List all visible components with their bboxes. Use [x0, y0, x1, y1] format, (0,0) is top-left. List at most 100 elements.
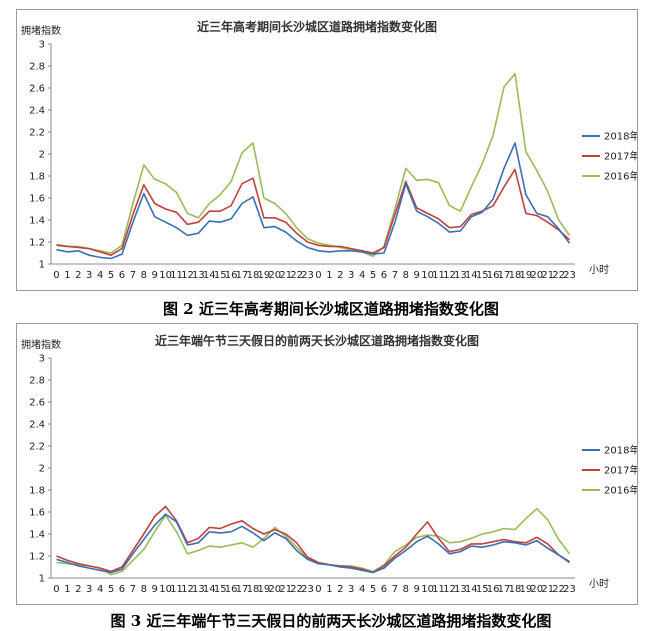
x-tick-label: 2 [75, 270, 81, 281]
x-tick-label: 14 [203, 270, 216, 281]
x-tick-label: 10 [421, 270, 434, 281]
x-tick-label: 0 [315, 270, 321, 281]
x-tick-label: 10 [159, 584, 172, 595]
x-tick-label: 13 [192, 584, 205, 595]
y-tick-label: 2.6 [29, 398, 45, 409]
x-tick-label: 10 [159, 270, 172, 281]
x-tick-label: 9 [152, 270, 158, 281]
x-tick-label: 15 [476, 584, 489, 595]
x-tick-label: 16 [487, 584, 500, 595]
x-tick-label: 15 [214, 584, 227, 595]
x-tick-label: 8 [403, 270, 409, 281]
x-tick-label: 20 [268, 584, 281, 595]
chart-gaokao: 近三年高考期间长沙城区道路拥堵指数变化图 拥堵指数 1 1.2 1.4 1.6 1.8 2 2.… [21, 19, 637, 281]
x-tick-label: 17 [236, 270, 249, 281]
x-tick-label: 15 [476, 270, 489, 281]
x-tick-label: 6 [119, 270, 125, 281]
x-tick-label: 9 [152, 584, 158, 595]
x-tick-label: 20 [530, 270, 543, 281]
x-tick-label: 22 [552, 270, 565, 281]
x-tick-label: 23 [301, 270, 314, 281]
x-tick-label: 13 [454, 584, 467, 595]
y-tick-label: 1.6 [29, 194, 45, 205]
x-tick-label: 12 [443, 270, 456, 281]
x-tick-label: 12 [443, 584, 456, 595]
chart-duanwu: 近三年端午节三天假日的前两天长沙城区道路拥堵指数变化图 拥堵指数 1 1.2 1.4 1.… [21, 333, 637, 595]
x-tick-label: 4 [97, 584, 103, 595]
x-tick-label: 12 [181, 270, 194, 281]
legend-label: 2016年 [604, 170, 637, 183]
x-tick-label: 21 [279, 584, 292, 595]
x-tick-label: 8 [403, 584, 409, 595]
x-tick-label: 3 [86, 270, 92, 281]
x-axis-label: 小时 [589, 264, 609, 276]
figure-caption-3: 图 3 近三年端午节三天假日的前两天长沙城区道路拥堵指数变化图 [110, 612, 552, 630]
x-tick-label: 7 [392, 584, 398, 595]
x-tick-label: 5 [370, 584, 376, 595]
x-tick-label: 5 [108, 270, 114, 281]
x-tick-label: 17 [236, 584, 249, 595]
legend-label: 2018年 [604, 130, 637, 143]
x-tick-label: 6 [381, 584, 387, 595]
x-tick-label: 1 [64, 584, 70, 595]
x-tick-label: 19 [520, 270, 533, 281]
x-tick-label: 7 [392, 270, 398, 281]
x-tick-label: 16 [487, 270, 500, 281]
x-tick-label: 14 [203, 584, 216, 595]
x-tick-label: 11 [432, 584, 445, 595]
x-tick-label: 5 [370, 270, 376, 281]
legend-label: 2017年 [604, 150, 637, 163]
chart-panel-gaokao: 近三年高考期间长沙城区道路拥堵指数变化图 拥堵指数 1 1.2 1.4 1.6 1.8 2 2.… [16, 9, 638, 291]
y-tick-label: 2.2 [29, 442, 45, 453]
x-tick-label: 0 [315, 584, 321, 595]
series-line-2016 [56, 72, 571, 258]
x-tick-label: 23 [563, 584, 576, 595]
y-tick-label: 2.2 [29, 128, 45, 139]
x-tick-label: 16 [225, 270, 238, 281]
x-tick-label: 21 [541, 584, 554, 595]
y-tick-label: 1.8 [29, 172, 45, 183]
y-tick-label: 2.8 [29, 62, 45, 73]
x-tick-label: 19 [258, 270, 271, 281]
x-tick-label: 17 [498, 584, 511, 595]
x-tick-label: 2 [337, 270, 343, 281]
x-tick-label: 17 [498, 270, 511, 281]
x-tick-label: 1 [326, 584, 332, 595]
y-tick-label: 1 [39, 260, 45, 271]
x-tick-label: 8 [141, 584, 147, 595]
x-tick-label: 16 [225, 584, 238, 595]
x-tick-label: 0 [53, 270, 59, 281]
y-tick-label: 3 [39, 40, 45, 51]
x-tick-label: 3 [86, 584, 92, 595]
x-tick-label: 9 [414, 584, 420, 595]
x-tick-label: 21 [541, 270, 554, 281]
y-tick-label: 2.4 [29, 420, 45, 431]
x-tick-label: 20 [530, 584, 543, 595]
chart-title: 近三年高考期间长沙城区道路拥堵指数变化图 [197, 19, 437, 34]
x-tick-label: 19 [520, 584, 533, 595]
x-tick-label: 8 [141, 270, 147, 281]
x-tick-label: 22 [552, 584, 565, 595]
x-tick-label: 3 [348, 270, 354, 281]
x-tick-label: 21 [279, 270, 292, 281]
x-tick-label: 7 [130, 584, 136, 595]
x-tick-label: 4 [97, 270, 103, 281]
x-tick-label: 12 [181, 584, 194, 595]
legend-label: 2017年 [604, 464, 637, 477]
x-tick-label: 18 [509, 270, 522, 281]
series-line-2017 [56, 505, 570, 574]
x-tick-label: 11 [432, 270, 445, 281]
x-tick-label: 6 [381, 270, 387, 281]
x-tick-label: 2 [337, 584, 343, 595]
x-tick-label: 18 [509, 584, 522, 595]
y-tick-label: 1.2 [29, 238, 45, 249]
y-axis-label: 拥堵指数 [21, 24, 61, 37]
y-tick-label: 2.4 [29, 106, 45, 117]
x-tick-label: 20 [268, 270, 281, 281]
x-tick-label: 9 [414, 270, 420, 281]
x-tick-label: 1 [64, 270, 70, 281]
series-line-2018 [56, 142, 571, 260]
y-tick-label: 1.2 [29, 552, 45, 563]
x-tick-label: 10 [421, 584, 434, 595]
legend-label: 2018年 [604, 444, 637, 457]
